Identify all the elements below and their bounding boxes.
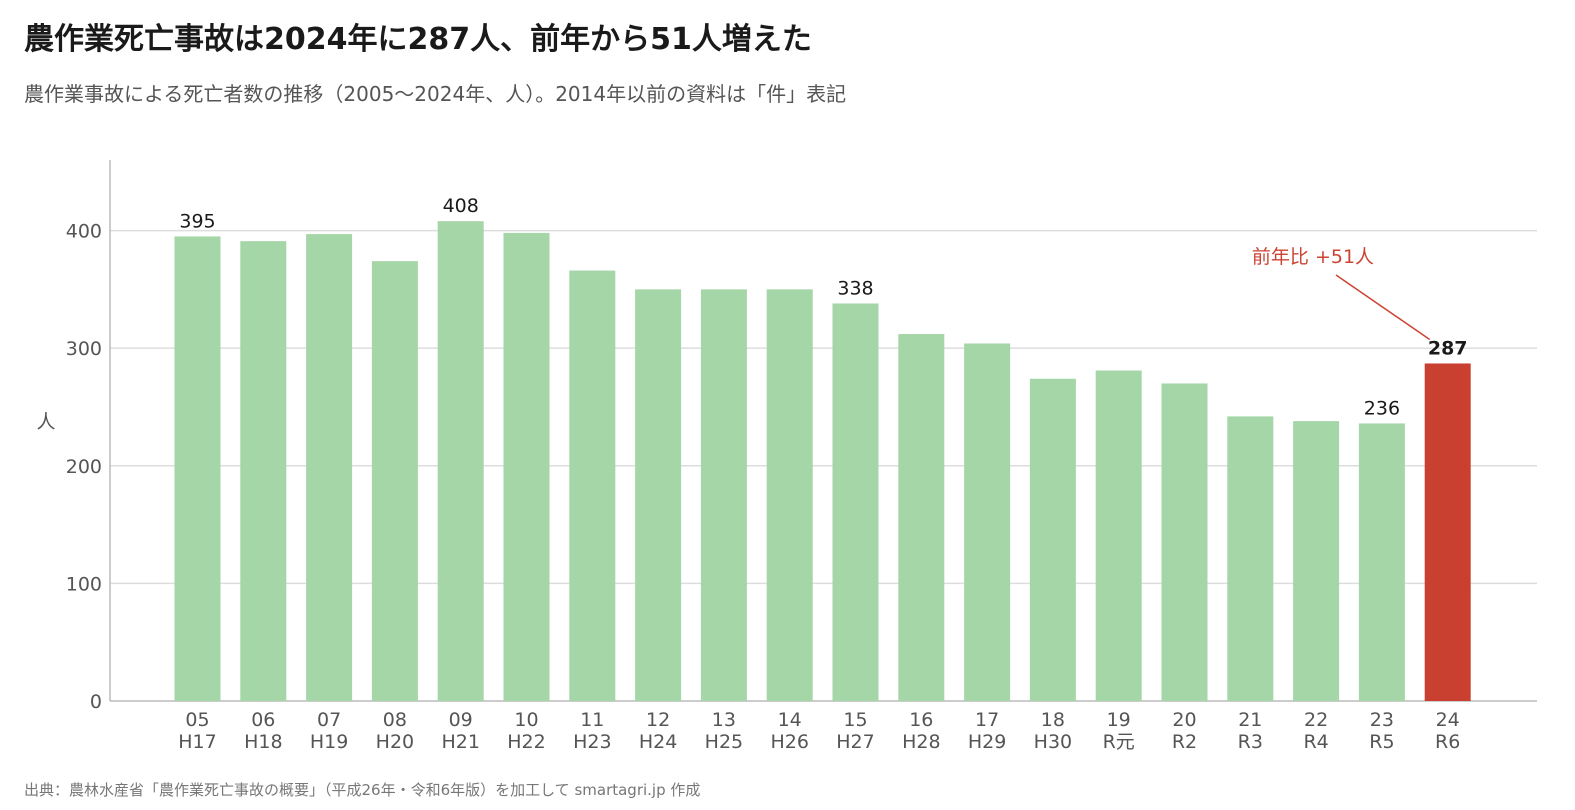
x-tick-sublabel: H29 xyxy=(968,731,1006,753)
x-tick-label: 22 xyxy=(1304,709,1328,731)
x-tick-sublabel: H17 xyxy=(178,731,216,753)
x-tick-sublabel: R3 xyxy=(1238,731,1263,753)
bar xyxy=(437,221,484,701)
bar xyxy=(240,241,287,701)
x-tick-label: 06 xyxy=(251,709,275,731)
bar xyxy=(898,334,945,701)
bar xyxy=(766,289,813,701)
x-tick-label: 05 xyxy=(185,709,209,731)
x-tick-label: 10 xyxy=(514,709,538,731)
data-label: 287 xyxy=(1428,337,1468,359)
x-tick-label: 09 xyxy=(449,709,473,731)
x-tick-label: 13 xyxy=(712,709,736,731)
chart-subtitle: 農作業事故による死亡者数の推移（2005〜2024年、人）。2014年以前の資料… xyxy=(24,82,847,106)
x-tick-label: 24 xyxy=(1436,709,1460,731)
annotation-leader-line xyxy=(1335,274,1431,341)
x-tick-sublabel: R元 xyxy=(1103,731,1135,753)
bar xyxy=(832,303,879,701)
x-tick-sublabel: H19 xyxy=(310,731,348,753)
x-tick-label: 14 xyxy=(778,709,802,731)
bar xyxy=(174,236,221,701)
x-tick-sublabel: H22 xyxy=(507,731,545,753)
x-tick-sublabel: H25 xyxy=(705,731,743,753)
x-tick-sublabel: H26 xyxy=(770,731,808,753)
y-tick-label: 200 xyxy=(66,456,102,478)
bar xyxy=(1161,383,1208,701)
bar xyxy=(1358,423,1405,701)
source-note: 出典：農林水産省「農作業死亡事故の概要」（平成26年・令和6年版）を加工して s… xyxy=(24,781,701,799)
x-tick-label: 07 xyxy=(317,709,341,731)
x-tick-sublabel: H24 xyxy=(639,731,677,753)
x-tick-sublabel: H20 xyxy=(376,731,414,753)
bar xyxy=(503,232,550,701)
bar xyxy=(635,289,682,701)
bar xyxy=(1293,421,1340,701)
data-label: 236 xyxy=(1364,397,1400,419)
bar xyxy=(1095,370,1142,701)
x-tick-label: 23 xyxy=(1370,709,1394,731)
bar xyxy=(1424,363,1471,701)
x-tick-label: 18 xyxy=(1041,709,1065,731)
x-tick-sublabel: R2 xyxy=(1172,731,1197,753)
bar xyxy=(700,289,747,701)
x-tick-label: 12 xyxy=(646,709,670,731)
data-label: 338 xyxy=(837,277,873,299)
y-tick-label: 400 xyxy=(66,221,102,243)
x-tick-sublabel: R5 xyxy=(1369,731,1394,753)
y-axis-label: 人 xyxy=(36,411,55,433)
annotation-label: 前年比 +51人 xyxy=(1252,246,1374,268)
x-tick-sublabel: R4 xyxy=(1303,731,1328,753)
bar xyxy=(569,270,616,701)
x-tick-label: 17 xyxy=(975,709,999,731)
bar xyxy=(1029,378,1076,701)
data-label: 408 xyxy=(443,195,479,217)
y-tick-label: 300 xyxy=(66,338,102,360)
bar xyxy=(1227,416,1274,701)
y-tick-label: 0 xyxy=(90,691,102,713)
x-tick-label: 11 xyxy=(580,709,604,731)
x-tick-label: 16 xyxy=(909,709,933,731)
x-tick-label: 08 xyxy=(383,709,407,731)
y-tick-label: 100 xyxy=(66,573,102,595)
x-tick-label: 19 xyxy=(1107,709,1131,731)
x-tick-sublabel: R6 xyxy=(1435,731,1460,753)
x-tick-sublabel: H23 xyxy=(573,731,611,753)
x-tick-label: 21 xyxy=(1238,709,1262,731)
x-tick-sublabel: H28 xyxy=(902,731,940,753)
x-tick-sublabel: H27 xyxy=(836,731,874,753)
x-tick-sublabel: H30 xyxy=(1034,731,1072,753)
bar xyxy=(371,261,418,701)
data-label: 395 xyxy=(179,210,215,232)
x-tick-label: 15 xyxy=(843,709,867,731)
x-tick-sublabel: H18 xyxy=(244,731,282,753)
bar xyxy=(306,234,353,701)
x-tick-sublabel: H21 xyxy=(441,731,479,753)
x-tick-label: 20 xyxy=(1172,709,1196,731)
chart-title: 農作業死亡事故は2024年に287人、前年から51人増えた xyxy=(24,22,812,57)
bar xyxy=(964,343,1011,701)
